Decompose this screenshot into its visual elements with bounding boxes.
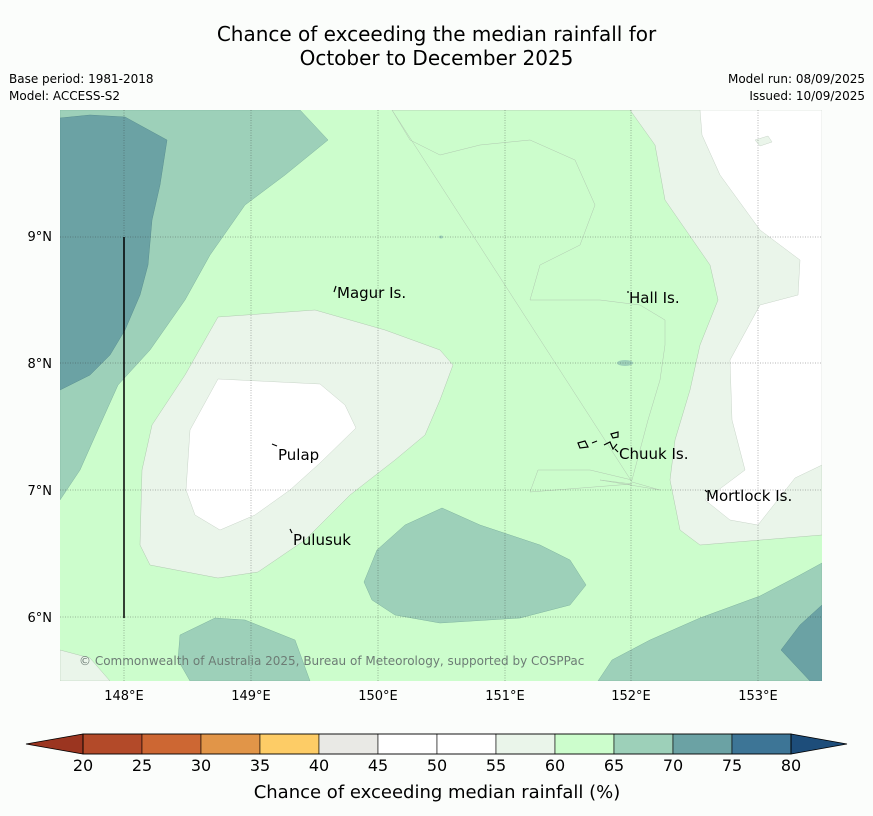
colorbar-cell	[141, 733, 202, 755]
contour-70-75-southeast	[780, 604, 822, 681]
metadata-right: Model run: 08/09/2025 Issued: 10/09/2025	[728, 71, 865, 105]
place-label-pulap: Pulap	[278, 446, 319, 464]
base-period-text: Base period: 1981-2018	[9, 72, 154, 86]
colorbar-cell	[731, 733, 792, 755]
colorbar-cells	[82, 733, 792, 755]
place-label-mortlock: Mortlock Is.	[706, 487, 792, 505]
contour-45-55-east	[699, 110, 822, 526]
colorbar-tick-label: 25	[132, 756, 152, 775]
colorbar-tick-label: 55	[486, 756, 506, 775]
colorbar-tick-label: 35	[250, 756, 270, 775]
colorbar-tick-label: 75	[722, 756, 742, 775]
colorbar-over-arrow	[790, 733, 848, 755]
colorbar-cell	[82, 733, 143, 755]
latitude-labels: 9°N 8°N 7°N 6°N	[28, 230, 53, 626]
rainfall-map: Magur Is. Hall Is. Pulap Chuuk Is. Mortl…	[60, 110, 822, 681]
colorbar-cell	[259, 733, 320, 755]
lat-label: 7°N	[28, 484, 53, 499]
model-run-text: Model run: 08/09/2025	[727, 72, 865, 86]
place-label-hall: Hall Is.	[629, 289, 680, 307]
contour-small-east	[754, 135, 773, 147]
colorbar-tick-label: 50	[427, 756, 447, 775]
contour-45-55-central	[185, 378, 357, 531]
contour-65-70-southwest	[177, 617, 311, 681]
lon-label: 149°E	[231, 689, 271, 704]
colorbar-ticks: 20 25 30 35 40 45 50 55 60 65 70 75 80	[73, 756, 801, 775]
colorbar-cell	[495, 733, 556, 755]
place-label-chuuk: Chuuk Is.	[619, 445, 688, 463]
island-mortlock	[704, 489, 708, 493]
contour-70-75-west	[60, 114, 168, 391]
island-pulusuk	[289, 528, 293, 534]
colorbar-tick-label: 30	[191, 756, 211, 775]
issued-text: Issued: 10/09/2025	[749, 89, 865, 103]
lat-label: 6°N	[28, 611, 53, 626]
place-labels: Magur Is. Hall Is. Pulap Chuuk Is. Mortl…	[278, 284, 792, 549]
model-text: Model: ACCESS-S2	[9, 89, 121, 103]
contour-60-65-inlet	[391, 110, 666, 493]
colorbar-cell	[672, 733, 733, 755]
map-title: Chance of exceeding the median rainfall …	[0, 22, 873, 70]
lon-label: 150°E	[358, 689, 398, 704]
longitude-labels: 148°E 149°E 150°E 151°E 152°E 153°E	[104, 689, 778, 704]
islands	[271, 285, 708, 534]
contour-65-70-south	[363, 507, 587, 624]
copyright-text: © Commonwealth of Australia 2025, Bureau…	[79, 654, 584, 668]
lat-label: 9°N	[28, 230, 53, 245]
colorbar-tick-label: 40	[309, 756, 329, 775]
colorbar-label: Chance of exceeding median rainfall (%)	[254, 782, 621, 803]
lat-label: 8°N	[28, 357, 53, 372]
lon-label: 152°E	[611, 689, 651, 704]
colorbar-tick-label: 45	[368, 756, 388, 775]
colorbar-under-arrow	[25, 733, 84, 755]
colorbar-cell	[436, 733, 497, 755]
colorbar-tick-label: 20	[73, 756, 93, 775]
contour-55-60-southwest	[60, 649, 111, 681]
colorbar-frame	[82, 733, 792, 755]
contour-65-70-southeast	[597, 562, 822, 681]
colorbar-tick-label: 60	[545, 756, 565, 775]
colorbar: 20 25 30 35 40 45 50 55 60 65 70 75 80 Chance of exc…	[25, 733, 848, 803]
lon-label: 151°E	[485, 689, 525, 704]
colorbar-cell	[554, 733, 615, 755]
colorbar-tick-label: 80	[781, 756, 801, 775]
colorbar-cell	[200, 733, 261, 755]
metadata-left: Base period: 1981-2018 Model: ACCESS-S2	[9, 71, 154, 105]
colorbar-tick-label: 65	[604, 756, 624, 775]
island-magur	[333, 285, 337, 293]
lon-label: 148°E	[104, 689, 144, 704]
colorbar-cell	[613, 733, 674, 755]
colorbar-cell	[318, 733, 379, 755]
island-pulap	[271, 443, 278, 447]
contour-55-60-east	[392, 110, 822, 546]
map-title-line1: Chance of exceeding the median rainfall …	[216, 22, 657, 46]
place-label-pulusuk: Pulusuk	[293, 531, 351, 549]
island-chuuk	[577, 431, 619, 453]
map-title-line2: October to December 2025	[299, 46, 574, 70]
place-label-magur: Magur Is.	[337, 284, 406, 302]
colorbar-cell	[377, 733, 438, 755]
colorbar-tick-label: 70	[663, 756, 683, 775]
lon-label: 153°E	[738, 689, 778, 704]
